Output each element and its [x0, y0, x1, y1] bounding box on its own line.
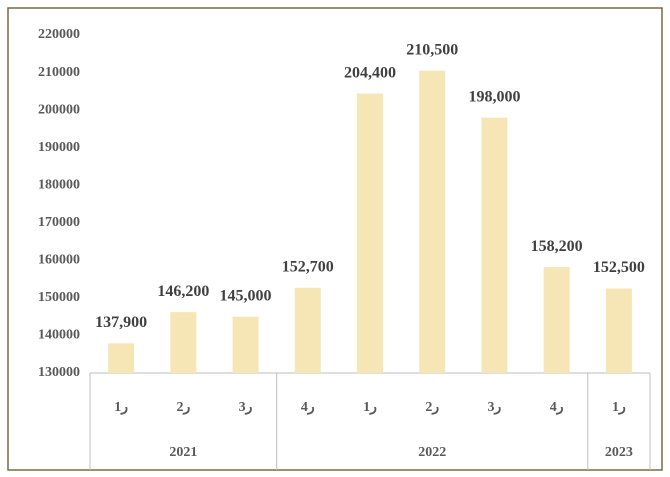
group-label: 2021	[169, 445, 197, 460]
y-tick-label: 190000	[38, 140, 80, 155]
value-label: 158,200	[531, 238, 583, 255]
y-tick-label: 140000	[38, 328, 80, 343]
x-tick-label: ر1	[114, 400, 128, 415]
bar	[543, 267, 570, 373]
y-tick-label: 160000	[38, 253, 80, 268]
value-label: 198,000	[468, 88, 520, 105]
x-tick-label: ر4	[550, 400, 564, 415]
value-label: 145,000	[220, 287, 272, 304]
x-tick-label: ر3	[488, 400, 502, 415]
x-tick-label: ر1	[363, 400, 377, 415]
x-tick-label: ر1	[612, 400, 626, 415]
chart-frame	[7, 7, 663, 471]
bar	[419, 70, 446, 373]
y-tick-label: 150000	[38, 290, 80, 305]
bar	[232, 316, 259, 373]
value-label: 137,900	[95, 314, 147, 331]
value-label: 210,500	[406, 41, 458, 58]
x-tick-label: ر2	[176, 400, 190, 415]
value-label: 204,400	[344, 64, 396, 81]
group-label: 2023	[605, 445, 633, 460]
bar	[357, 93, 383, 373]
value-label: 152,700	[282, 258, 334, 275]
bar	[294, 287, 321, 373]
bar	[170, 312, 197, 373]
group-label: 2022	[418, 445, 446, 460]
y-tick-label: 170000	[38, 215, 80, 230]
y-tick-label: 130000	[38, 365, 80, 380]
value-label: 146,200	[157, 283, 209, 300]
y-tick-label: 200000	[38, 102, 80, 117]
bar	[108, 343, 135, 373]
value-label: 152,500	[593, 259, 645, 276]
y-tick-label: 220000	[38, 27, 80, 42]
bar	[605, 288, 632, 373]
y-tick-label: 210000	[38, 65, 80, 80]
y-tick-label: 180000	[38, 177, 80, 192]
bar	[481, 117, 508, 373]
x-tick-label: ر4	[301, 400, 315, 415]
x-tick-label: ر3	[239, 400, 253, 415]
x-tick-label: ر2	[425, 400, 439, 415]
